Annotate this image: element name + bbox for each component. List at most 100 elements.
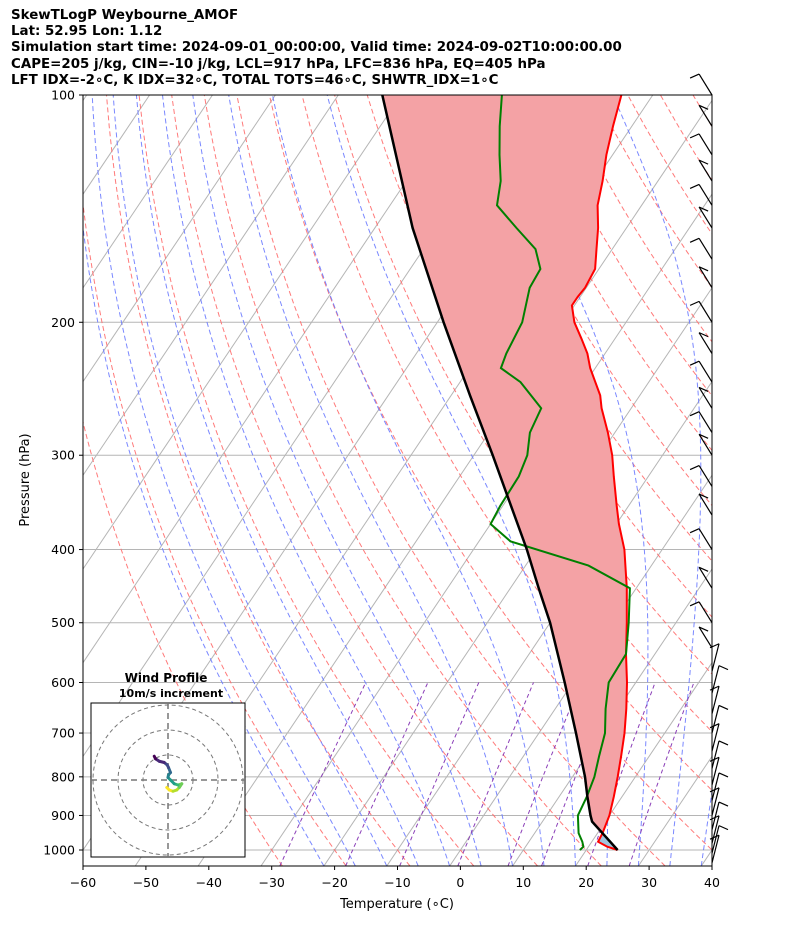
wind-barb-flag: [718, 665, 729, 671]
dry-adiabat: [171, 95, 538, 866]
hodograph-title: Wind Profile: [125, 671, 208, 685]
x-axis-label: Temperature (∘C): [339, 897, 454, 912]
indices-line-2: LFT IDX=-2∘C, K IDX=32∘C, TOTAL TOTS=46∘…: [11, 72, 499, 88]
isotherm: [83, 95, 88, 102]
parcel-path-line: [381, 95, 619, 851]
dry-adiabat: [758, 95, 794, 866]
wind-barb: [698, 105, 713, 127]
wind-barb: [698, 266, 713, 289]
wind-barb: [698, 301, 713, 323]
wind-barb-flag: [718, 825, 729, 831]
wind-barb-flag: [698, 104, 709, 110]
cape-cin-fills: [382, 95, 627, 850]
moist-adiabat: [612, 95, 702, 866]
wind-barb-flag: [698, 626, 709, 632]
chart-header: SkewTLogP Weybourne_AMOF Lat: 52.95 Lon:…: [11, 8, 622, 89]
wind-barb: [698, 465, 713, 487]
moist-adiabat: [326, 95, 576, 866]
wind-barb: [698, 73, 713, 96]
hodograph-ring: [142, 754, 194, 806]
wind-barb-flag: [689, 133, 700, 139]
profile-lines: [381, 95, 631, 851]
y-tick-label: 1000: [43, 843, 75, 858]
x-tick-label: −40: [196, 875, 222, 890]
wind-barb-flag: [698, 206, 709, 212]
isotherm: [386, 380, 712, 866]
wind-barb: [711, 685, 720, 714]
y-axis-label: Pressure (hPa): [18, 433, 33, 526]
isotherm: [83, 95, 213, 289]
wind-barb-flag: [709, 643, 720, 649]
x-tick-label: −20: [321, 875, 347, 890]
wind-barb: [698, 434, 713, 456]
wind-barb: [698, 601, 713, 624]
wind-barb-flag: [689, 528, 700, 534]
wind-barb-flag: [698, 566, 709, 572]
wind-barb: [698, 206, 713, 229]
wind-barb: [711, 801, 720, 830]
wind-barb: [698, 159, 713, 182]
wind-barb-flag: [709, 834, 720, 840]
wind-barb: [711, 787, 720, 816]
dry-adiabat: [268, 95, 712, 851]
mixing-ratio-line: [457, 682, 534, 866]
y-tick-label: 800: [51, 769, 75, 784]
wind-barb: [698, 626, 713, 649]
wind-barb: [711, 643, 720, 672]
dry-adiabat: [659, 95, 712, 182]
hodograph-subtitle: 10m/s increment: [119, 687, 223, 700]
wind-barb-flag: [689, 237, 700, 243]
x-tick-label: −10: [384, 875, 410, 890]
wind-barb-flag: [718, 772, 729, 778]
dry-adiabat: [497, 95, 712, 452]
hodograph-inset: Wind Profile 10m/s increment: [90, 671, 246, 858]
moist-adiabat: [112, 95, 388, 866]
wind-barb: [698, 237, 713, 260]
mixing-ratio-line: [345, 682, 429, 866]
moist-adiabat: [83, 223, 325, 866]
wind-barb-flag: [689, 73, 700, 79]
indices-line-1: CAPE=205 j/kg, CIN=-10 j/kg, LCL=917 hPa…: [11, 56, 546, 72]
wind-barb: [698, 184, 713, 206]
hodograph-ring: [117, 729, 219, 831]
axes: −60 −50 −40 −30 −20 −10 0 10 20 30 40 100 200 300 400 5…: [43, 88, 720, 891]
dry-adiabat: [83, 419, 283, 866]
wind-barbs: [689, 73, 729, 864]
wind-barb-flag: [689, 465, 700, 471]
wind-barb: [711, 825, 720, 854]
x-tick-label: −30: [259, 875, 285, 890]
wind-barb: [711, 705, 720, 734]
mixing-ratio-line: [279, 682, 367, 866]
wind-barb: [698, 133, 713, 156]
wind-barb-flag: [718, 801, 729, 807]
wind-barb-flag: [689, 183, 700, 189]
isotherm: [83, 95, 402, 570]
dry-adiabat: [464, 95, 712, 507]
wind-barb-flag: [718, 704, 729, 710]
cin-area: [382, 95, 627, 834]
dry-adiabat: [203, 95, 602, 866]
wind-barb: [711, 723, 720, 752]
moist-adiabat: [135, 95, 419, 866]
y-tick-label: 100: [51, 88, 75, 103]
x-tick-label: −50: [133, 875, 159, 890]
x-tick-label: 40: [704, 875, 720, 890]
dry-adiabat: [726, 95, 794, 866]
wind-barb: [698, 360, 713, 383]
y-tick-label: 400: [51, 542, 75, 557]
wind-barb-flag: [689, 601, 700, 607]
x-tick-label: 10: [515, 875, 531, 890]
time-line: Simulation start time: 2024-09-01_00:00:…: [11, 40, 622, 56]
wind-barb: [698, 566, 713, 589]
wind-barb-flag: [698, 433, 709, 439]
moist-adiabat: [162, 95, 451, 866]
y-tick-label: 700: [51, 726, 75, 741]
wind-barb-flag: [689, 360, 700, 366]
wind-barb-flag: [698, 266, 709, 272]
isotherm: [83, 95, 276, 383]
dry-adiabat: [594, 95, 712, 289]
wind-barb-flag: [689, 411, 700, 417]
isotherm: [83, 95, 465, 664]
dry-adiabat: [138, 95, 475, 866]
